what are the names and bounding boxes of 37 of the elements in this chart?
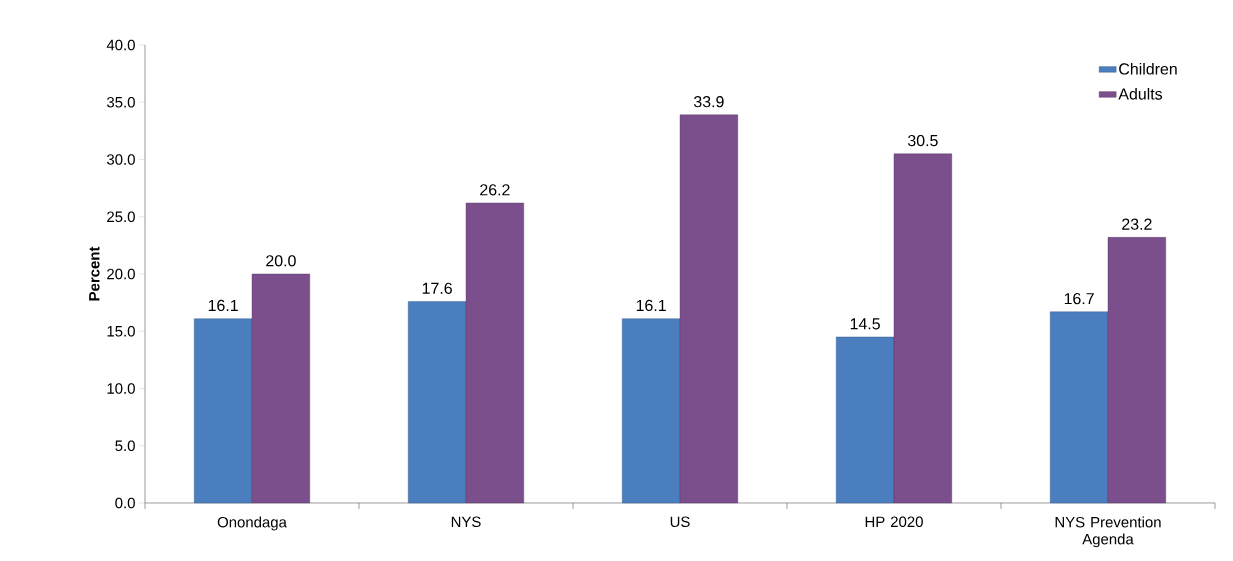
- bar: [622, 318, 681, 504]
- bar: [194, 318, 253, 504]
- y-tick-label: 20.0: [107, 268, 135, 280]
- legend-label: Children: [1119, 62, 1177, 75]
- bar: [1050, 311, 1109, 504]
- y-tick-label: 0.0: [115, 497, 135, 509]
- x-tick-label: NYS: [451, 516, 481, 528]
- y-tick-label: 5.0: [115, 440, 135, 452]
- data-label: 26.2: [480, 184, 510, 196]
- y-tick-label: 25.0: [107, 211, 135, 223]
- data-label: 16.1: [636, 299, 666, 312]
- bar: [679, 114, 738, 504]
- x-tick-label: HP 2020: [865, 516, 923, 528]
- x-tick-label: NYS Prevention Agenda: [1055, 516, 1161, 548]
- y-tick-label: 30.0: [106, 154, 135, 165]
- data-label: 20.0: [266, 255, 296, 267]
- data-label: 33.9: [693, 96, 724, 108]
- x-tick-label: Onondaga: [217, 516, 287, 531]
- data-label: 30.5: [907, 134, 938, 147]
- data-label: 16.1: [208, 299, 238, 312]
- bar: [251, 273, 310, 504]
- bar: [408, 301, 467, 504]
- y-tick-label: 40.0: [106, 39, 135, 51]
- data-label: 16.7: [1064, 292, 1094, 305]
- legend-label: Adults: [1118, 87, 1163, 100]
- bar: [1107, 237, 1166, 504]
- data-label: 23.2: [1122, 218, 1152, 230]
- bar: [893, 153, 952, 504]
- y-tick-label: 10.0: [107, 383, 135, 394]
- y-tick-label: 35.0: [106, 96, 135, 108]
- data-label: 17.6: [422, 282, 452, 294]
- bar: [465, 202, 524, 504]
- x-tick-label: US: [670, 516, 690, 528]
- y-tick-label: 15.0: [107, 325, 135, 337]
- bar: [836, 336, 895, 504]
- data-label: 14.5: [850, 318, 880, 330]
- y-axis-title: Percent: [89, 246, 100, 301]
